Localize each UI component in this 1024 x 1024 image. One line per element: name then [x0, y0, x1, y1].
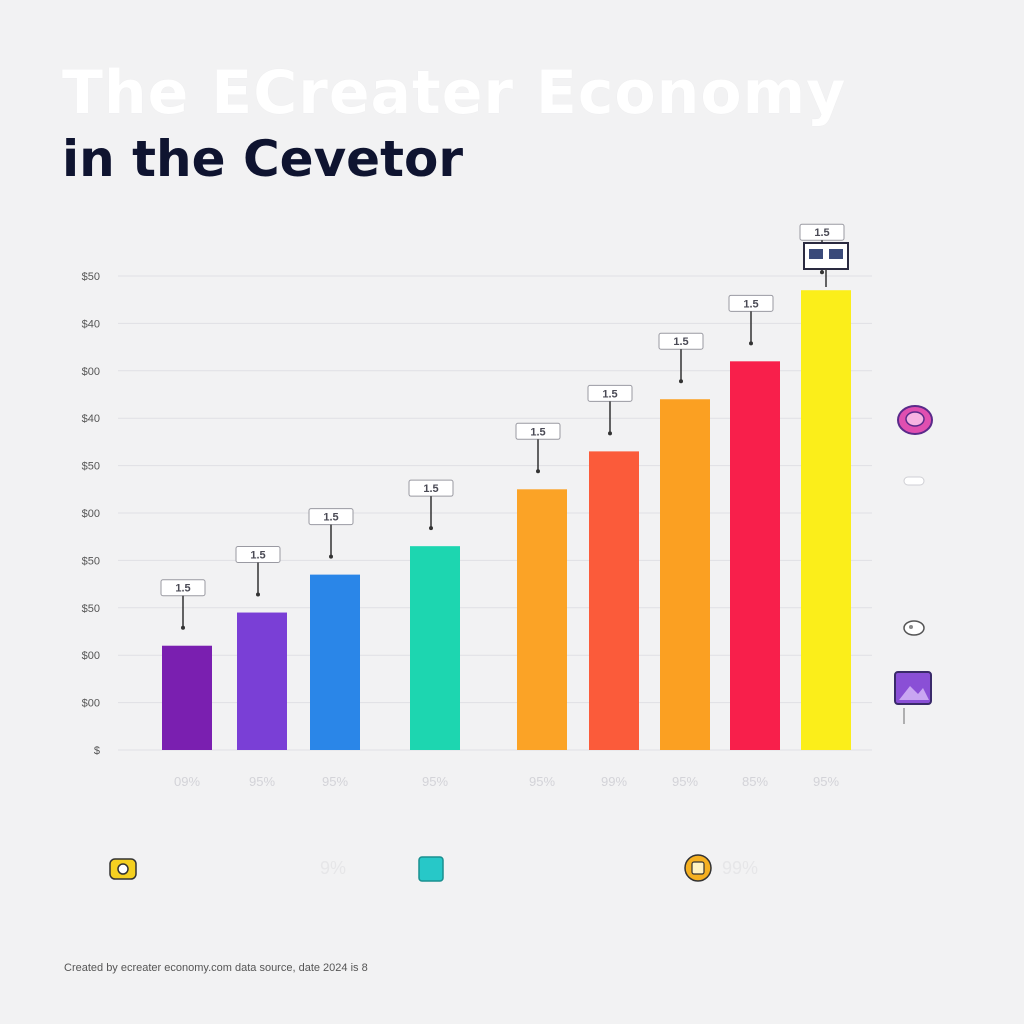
data-label-pin-dot-4	[429, 526, 433, 531]
y-tick-label-8: $00	[82, 650, 100, 662]
bar-4	[410, 546, 460, 750]
bar-7	[660, 399, 710, 750]
data-label-pin-dot-9	[820, 270, 824, 275]
data-label-8: 1.5	[743, 298, 758, 310]
data-label-pin-dot-6	[608, 431, 612, 436]
data-label-pin-dot-3	[329, 554, 333, 559]
legend-item-4: 99%	[682, 852, 758, 884]
bar-1	[162, 645, 212, 750]
legend-label-2: 9%	[320, 857, 347, 878]
legend-item-1	[106, 852, 146, 884]
y-tick-label-0: $50	[82, 271, 100, 283]
data-label-pin-dot-8	[749, 341, 753, 346]
bar-3	[310, 574, 360, 750]
data-label-6: 1.5	[602, 388, 617, 400]
chart-title-line1: The ECreater Economy	[62, 58, 847, 128]
data-label-pin-dot-2	[256, 592, 260, 597]
y-tick-label-10: $	[94, 745, 100, 757]
data-label-4: 1.5	[423, 483, 438, 495]
footnote: Created by ecreater economy.com data sou…	[64, 962, 368, 974]
x-tick-label-7: 95%	[672, 774, 698, 789]
gold-camera-icon	[109, 858, 137, 880]
y-tick-label-3: $40	[82, 413, 100, 425]
x-tick-label-1: 09%	[174, 774, 200, 789]
y-tick-label-9: $00	[82, 698, 100, 710]
legend-item-2: 9%	[320, 852, 346, 884]
x-tick-label-6: 99%	[601, 774, 627, 789]
data-label-5: 1.5	[530, 426, 545, 438]
data-label-1: 1.5	[175, 583, 190, 595]
data-label-7: 1.5	[673, 336, 688, 348]
y-tick-label-4: $50	[82, 461, 100, 473]
bar-9	[801, 290, 851, 750]
data-label-pin-dot-5	[536, 469, 540, 474]
x-tick-label-5: 95%	[529, 774, 555, 789]
small-cloud-icon	[903, 620, 925, 636]
book-icon-page-right	[829, 249, 843, 259]
small-bubble-icon	[903, 476, 925, 486]
y-tick-label-1: $40	[82, 318, 100, 330]
data-label-3: 1.5	[323, 512, 338, 524]
book-icon-page-left	[809, 249, 823, 259]
data-label-9: 1.5	[814, 227, 829, 239]
data-label-pin-dot-1	[181, 625, 185, 630]
chart-title-line2: in the Cevetor	[62, 130, 463, 188]
data-label-pin-dot-7	[679, 379, 683, 384]
bar-2	[237, 612, 287, 750]
teal-square-icon	[418, 856, 444, 882]
y-tick-label-6: $50	[82, 555, 100, 567]
y-tick-label-2: $00	[82, 366, 100, 378]
data-label-2: 1.5	[250, 550, 265, 562]
bar-6	[589, 451, 639, 750]
y-tick-label-5: $00	[82, 508, 100, 520]
x-tick-label-4: 95%	[422, 774, 448, 789]
pink-rose-icon	[897, 405, 933, 435]
bar-5	[517, 489, 567, 750]
legend-label-4: 99%	[722, 857, 759, 878]
x-tick-label-9: 95%	[813, 774, 839, 789]
gold-badge-icon	[684, 854, 712, 882]
legend-item-3	[416, 852, 452, 884]
x-tick-label-8: 85%	[742, 774, 768, 789]
y-tick-label-7: $50	[82, 603, 100, 615]
x-tick-label-2: 95%	[249, 774, 275, 789]
purple-photo-icon	[894, 671, 932, 724]
x-tick-label-3: 95%	[322, 774, 348, 789]
bar-8	[730, 361, 780, 750]
